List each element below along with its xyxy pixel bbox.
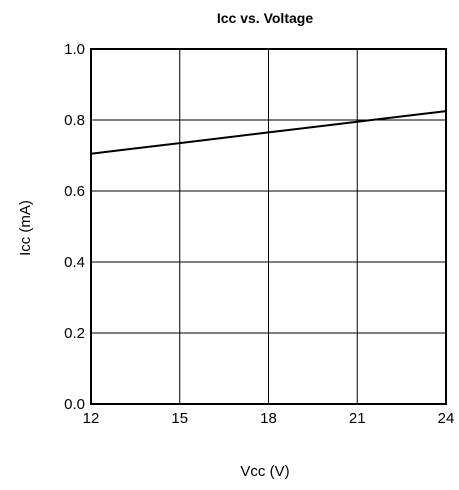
y-tick-label: 0.0 — [64, 396, 85, 413]
plot-area — [90, 110, 447, 155]
x-axis-ticks: 12 15 18 21 24 — [83, 410, 455, 427]
y-tick-label: 0.8 — [64, 112, 85, 129]
grid — [91, 49, 446, 404]
y-tick-label: 0.4 — [64, 254, 85, 271]
icc-series-line — [90, 110, 447, 155]
x-axis-label: Vcc (V) — [240, 463, 289, 480]
x-tick-label: 18 — [260, 410, 277, 427]
plot-frame — [90, 48, 447, 405]
y-tick-label: 0.6 — [64, 183, 85, 200]
x-tick-label: 15 — [171, 410, 188, 427]
y-tick-label: 1.0 — [64, 41, 85, 58]
x-tick-label: 12 — [83, 410, 100, 427]
y-axis-ticks: 0.0 0.2 0.4 0.6 0.8 1.0 — [64, 41, 85, 413]
x-tick-label: 24 — [438, 410, 455, 427]
x-tick-label: 21 — [349, 410, 366, 427]
y-axis-label: Icc (mA) — [17, 200, 34, 256]
chart-title: Icc vs. Voltage — [217, 10, 313, 26]
y-tick-label: 0.2 — [64, 325, 85, 342]
